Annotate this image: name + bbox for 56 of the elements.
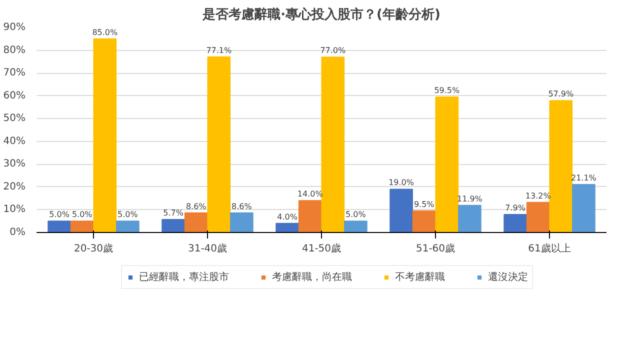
- data-label: 77.1%: [206, 46, 232, 55]
- chart-title: 是否考慮辭職·專心投入股市？(年齡分析): [202, 6, 440, 22]
- x-tick-label: 20-30歲: [74, 242, 114, 254]
- bar: [321, 56, 345, 232]
- y-tick-label: 10%: [3, 204, 26, 216]
- bar: [435, 96, 459, 232]
- data-label: 5.0%: [118, 210, 138, 220]
- legend-label: 還沒決定: [488, 270, 528, 284]
- y-tick-label: 50%: [3, 113, 26, 124]
- bar: [549, 100, 573, 232]
- bar: [93, 38, 117, 232]
- y-tick-label: 40%: [3, 136, 26, 147]
- bar: [526, 202, 550, 232]
- y-tick-label: 90%: [3, 22, 26, 33]
- bar: [184, 212, 208, 232]
- bar: [276, 222, 299, 232]
- bar: [412, 210, 436, 232]
- bar: [390, 188, 413, 232]
- data-label: 7.9%: [505, 204, 526, 213]
- data-label: 19.0%: [388, 178, 414, 188]
- bar: [207, 56, 231, 232]
- data-label: 4.0%: [277, 212, 298, 222]
- y-tick-label: 60%: [3, 90, 26, 102]
- data-label: 85.0%: [92, 28, 118, 37]
- data-label: 5.0%: [72, 210, 93, 220]
- bar: [48, 220, 71, 232]
- data-label: 8.6%: [232, 202, 252, 211]
- bar: [70, 220, 94, 232]
- y-tick-label: 0%: [10, 227, 26, 238]
- bar: [458, 204, 482, 232]
- x-tick-label: 41-50歲: [302, 242, 342, 254]
- data-label: 57.9%: [548, 90, 574, 99]
- legend-label: 考慮辭職，尚在職: [272, 270, 352, 284]
- bar: [572, 184, 596, 232]
- x-tick-label: 31-40歲: [188, 242, 228, 254]
- x-tick-label: 61歲以上: [528, 242, 571, 254]
- data-label: 9.5%: [414, 200, 435, 209]
- y-tick-label: 80%: [3, 44, 26, 56]
- data-label: 77.0%: [320, 46, 346, 56]
- data-label: 5.0%: [49, 210, 70, 220]
- bar: [230, 212, 254, 232]
- legend-label: 不考慮辭職: [395, 270, 445, 284]
- y-tick-label: 30%: [3, 158, 26, 170]
- data-label: 5.7%: [163, 208, 184, 218]
- bar: [504, 214, 527, 232]
- y-tick-label: 20%: [3, 181, 26, 192]
- data-label: 59.5%: [434, 86, 460, 95]
- data-label: 5.0%: [346, 210, 366, 220]
- bar: [116, 220, 140, 232]
- bar: [162, 219, 185, 232]
- data-label: 8.6%: [186, 202, 207, 211]
- legend-label: 已經辭職，專注股市: [139, 270, 229, 284]
- bar: [298, 200, 322, 232]
- bar: [344, 220, 368, 232]
- x-tick-label: 51-60歲: [416, 242, 456, 254]
- y-tick-label: 70%: [3, 68, 26, 79]
